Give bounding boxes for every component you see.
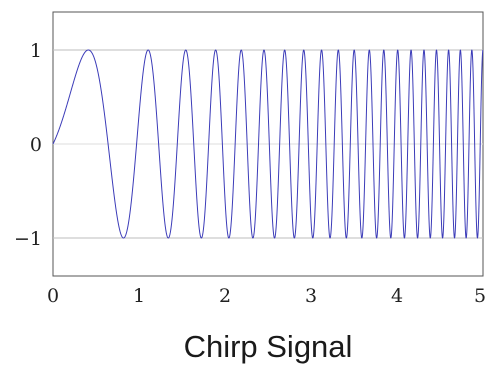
x-tick-label-2: 2 — [219, 285, 231, 307]
y-tick-label-0: 0 — [30, 134, 42, 156]
y-tick-label-minus-1: −1 — [14, 228, 42, 250]
chart-title: Chirp Signal — [184, 329, 353, 364]
x-tick-label-0: 0 — [47, 285, 59, 307]
x-tick-label-4: 4 — [391, 285, 403, 307]
chirp-series-line — [52, 49, 484, 239]
x-tick-label-1: 1 — [133, 285, 145, 307]
x-tick-label-5: 5 — [474, 285, 486, 307]
x-tick-label-3: 3 — [305, 285, 317, 307]
y-tick-label-1: 1 — [30, 40, 42, 62]
